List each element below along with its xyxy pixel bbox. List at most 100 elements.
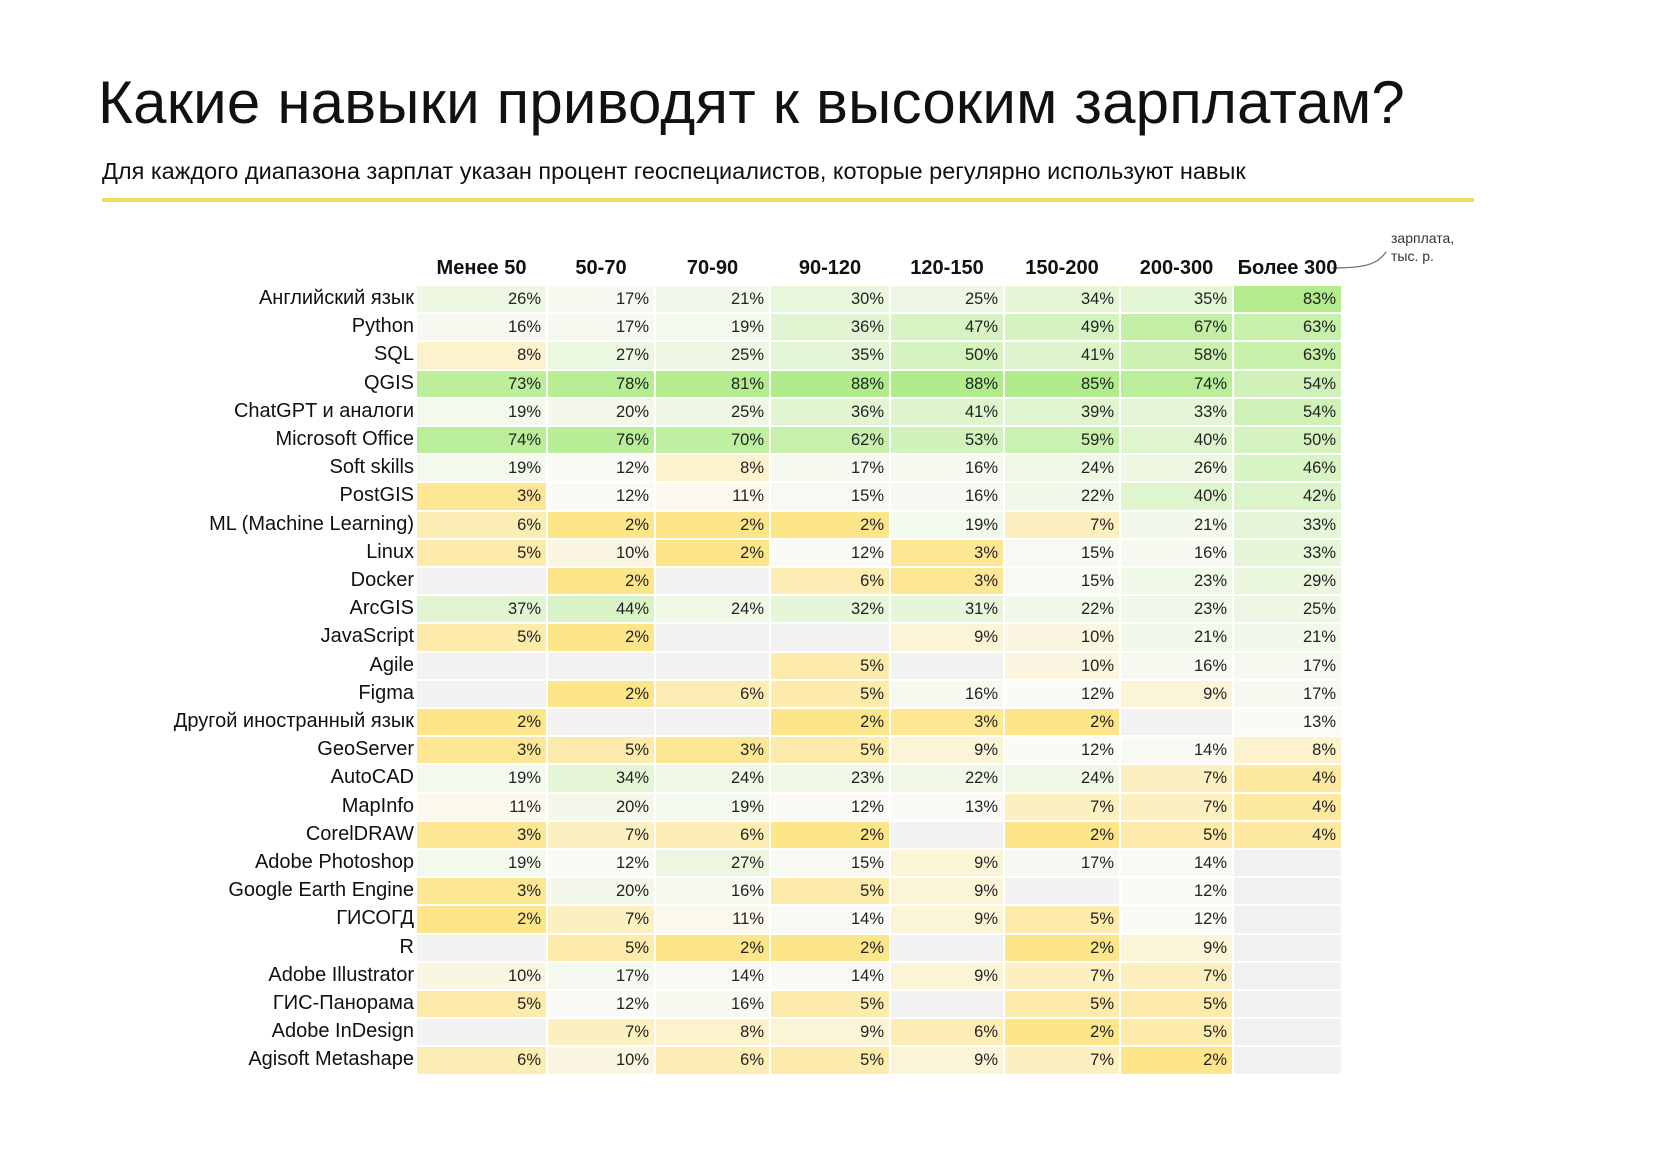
heatmap-cell [1234, 962, 1341, 989]
heatmap-cell [1234, 596, 1341, 623]
heatmap-cell [771, 511, 889, 538]
heatmap-cell [1121, 370, 1232, 397]
heatmap-cell [417, 737, 546, 764]
cell-value-label: 5% [860, 741, 884, 760]
cell-value-label: 17% [1080, 854, 1114, 872]
heatmap-cell [891, 624, 1003, 651]
cell-value-label: 2% [860, 825, 884, 844]
cell-value-label: 2% [860, 713, 884, 731]
row-label: JavaScript [320, 625, 414, 648]
cell-value-label: 3% [974, 572, 998, 590]
heatmap-cell [1005, 962, 1119, 989]
heatmap-cell [656, 568, 769, 595]
cell-value-label: 3% [517, 487, 541, 506]
cell-value-label: 15% [1080, 543, 1114, 562]
cell-value-label: 5% [1090, 910, 1114, 929]
heatmap-cell [891, 1047, 1003, 1074]
cell-value-label: 5% [860, 684, 884, 703]
cell-value-label: 13% [964, 797, 998, 816]
cell-value-label: 17% [1302, 656, 1336, 675]
cell-value-label: 15% [850, 854, 884, 872]
heatmap-cell [1121, 680, 1232, 707]
cell-value-label: 24% [1080, 459, 1114, 478]
cell-value-label: 16% [730, 995, 764, 1013]
cell-value-label: 62% [850, 431, 884, 449]
cell-value-label: 49% [1080, 318, 1114, 337]
heatmap-cell [548, 624, 654, 651]
heatmap-cell [1121, 342, 1232, 369]
heatmap-cell [1121, 398, 1232, 425]
cell-value-label: 3% [974, 713, 998, 731]
heatmap-cell [1121, 286, 1232, 313]
heatmap-cell [656, 934, 769, 961]
heatmap-cell [417, 962, 546, 989]
heatmap-cell [1005, 398, 1119, 425]
heatmap-cell [417, 709, 546, 736]
heatmap-cell [1121, 737, 1232, 764]
heatmap-cell [1005, 511, 1119, 538]
heatmap-cell [1005, 1047, 1119, 1074]
heatmap-cell [771, 342, 889, 369]
heatmap-cell [656, 427, 769, 454]
heatmap-cell [548, 680, 654, 707]
heatmap-cell [417, 878, 546, 905]
cell-value-label: 46% [1302, 459, 1336, 478]
heatmap-cell [1121, 511, 1232, 538]
heatmap-cell [891, 850, 1003, 877]
heatmap-cell [1121, 821, 1232, 848]
heatmap-cell [1234, 342, 1341, 369]
cell-value-label: 10% [507, 966, 541, 985]
cell-value-label: 47% [964, 318, 998, 337]
cell-value-label: 25% [1302, 600, 1336, 619]
heatmap-cell [417, 1047, 546, 1074]
cell-value-label: 5% [1203, 825, 1227, 844]
heatmap-cell [1005, 793, 1119, 820]
column-header: 150-200 [1025, 257, 1099, 279]
cell-value-label: 11% [732, 910, 764, 929]
heatmap-cell [1234, 1047, 1341, 1074]
heatmap-cell [417, 1019, 546, 1046]
heatmap-cell [1005, 680, 1119, 707]
cell-value-label: 19% [964, 515, 998, 534]
row-label: Google Earth Engine [228, 879, 414, 902]
heatmap-cell [1121, 455, 1232, 482]
heatmap-cell [1005, 934, 1119, 961]
heatmap-cell [548, 539, 654, 566]
heatmap-cell [656, 1019, 769, 1046]
cell-value-label: 7% [625, 1023, 649, 1042]
heatmap-cell [1121, 878, 1232, 905]
cell-value-label: 2% [1090, 713, 1114, 731]
row-label: Soft skills [329, 456, 414, 479]
heatmap-cell [891, 1019, 1003, 1046]
heatmap-cell [656, 1047, 769, 1074]
heatmap-cell [891, 314, 1003, 341]
heatmap-cell [1121, 652, 1232, 679]
heatmap-cell [1005, 370, 1119, 397]
heatmap-cell [656, 737, 769, 764]
cell-value-label: 12% [615, 459, 649, 478]
cell-value-label: 8% [1312, 741, 1336, 760]
cell-value-label: 81% [730, 374, 764, 393]
heatmap-cell [891, 539, 1003, 566]
cell-value-label: 7% [1090, 1051, 1114, 1070]
cell-value-label: 32% [850, 600, 884, 619]
heatmap-cell [891, 596, 1003, 623]
row-label: CorelDRAW [305, 822, 414, 845]
cell-value-label: 5% [1203, 1023, 1227, 1042]
heatmap-cell [771, 652, 889, 679]
cell-value-label: 9% [860, 1023, 884, 1042]
heatmap-cell [656, 539, 769, 566]
heatmap-cell [891, 991, 1003, 1018]
cell-value-label: 2% [517, 713, 541, 731]
heatmap-cell [548, 511, 654, 538]
heatmap-cell [891, 370, 1003, 397]
heatmap-cell [891, 906, 1003, 933]
heatmap-cell [1005, 906, 1119, 933]
cell-value-label: 19% [507, 769, 541, 788]
cell-value-label: 35% [850, 346, 884, 365]
heatmap-cell [891, 455, 1003, 482]
heatmap-cell [1234, 624, 1341, 651]
cell-value-label: 39% [1080, 402, 1114, 421]
cell-value-label: 25% [964, 290, 998, 308]
column-header: 200-300 [1139, 257, 1214, 279]
